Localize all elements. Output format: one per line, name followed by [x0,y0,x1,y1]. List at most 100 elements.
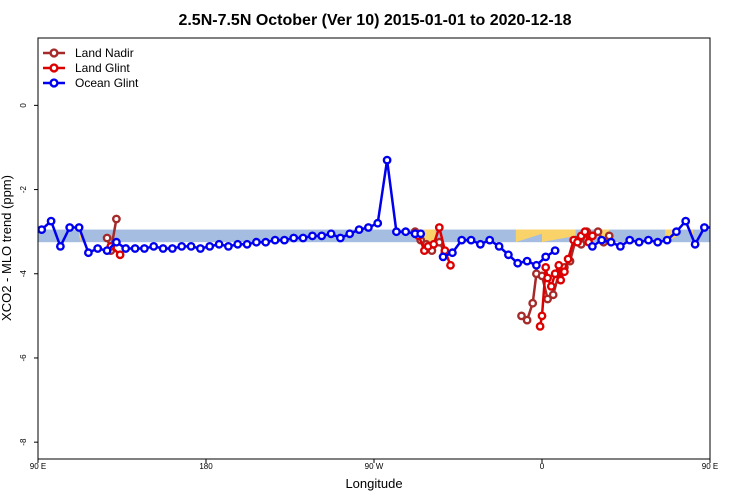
data-point [270,235,280,245]
data-point [121,244,131,253]
data-point [588,231,597,241]
data-point [485,235,495,245]
data-point [373,218,383,228]
data-point [177,241,187,251]
data-point [429,239,439,249]
data-point [494,241,504,251]
data-point [139,244,149,253]
data-point [580,227,590,237]
data-point [593,227,603,237]
data-point [363,223,373,232]
data-point [535,321,545,331]
data-point [548,290,558,300]
data-point [563,254,573,264]
data-point [537,311,547,321]
data-point [644,235,653,245]
data-point [205,241,215,251]
data-point [634,237,644,247]
data-point [102,233,112,243]
data-point [503,250,513,260]
data-point [416,229,426,239]
data-point [541,252,551,262]
series-ocean-glint [38,155,710,270]
y-tick-label: -2 [19,185,28,193]
data-point [223,241,233,251]
data-point [115,250,125,260]
series-layer [38,155,710,331]
data-point [466,235,476,245]
data-point [616,241,625,251]
y-axis: 0 -2 -4 -6 -8 [19,103,38,446]
data-point [475,239,485,249]
data-point [65,223,75,232]
data-point [543,273,552,283]
data-point [298,233,308,243]
data-point [513,258,523,268]
data-point [606,237,616,247]
data-point [354,225,364,235]
x-tick-label: 90 E [30,462,46,471]
series-land-glint [106,222,597,331]
data-point [532,260,541,270]
data-point [93,244,103,253]
land-band [542,229,576,243]
land-band [515,229,542,243]
data-point [625,235,635,245]
data-point [251,237,261,247]
data-point [573,237,582,247]
x-tick-label: 180 [199,462,213,471]
data-point [556,275,566,285]
data-point [335,233,345,243]
data-point [560,267,569,277]
data-point [401,227,411,237]
data-point [447,248,457,258]
data-point [38,225,47,234]
data-point [517,311,526,321]
data-point [289,233,299,243]
data-point [588,241,597,251]
data-point [158,244,168,253]
data-point [112,237,121,247]
data-point [130,244,140,253]
data-point [84,248,93,258]
data-point [167,244,177,253]
legend-swatch-marker [49,63,59,73]
data-point [186,241,196,251]
y-tick-label: -4 [19,270,28,278]
data-point [690,239,700,249]
data-point [554,260,564,270]
data-point [391,227,401,237]
data-point [457,235,467,245]
legend-item: Land Glint [43,61,130,75]
legend-label: Land Nadir [75,46,134,60]
legend-swatch-marker [49,48,59,58]
legend-label: Ocean Glint [75,76,139,90]
data-point [214,239,224,249]
data-point [662,235,672,245]
data-point [434,223,444,232]
land-band [424,229,436,243]
data-point [233,239,243,249]
data-point [102,246,112,256]
data-point [550,246,560,256]
data-point [74,223,84,232]
legend-label: Land Glint [75,61,130,75]
y-axis-title: XCO2 - MLO trend (ppm) [0,175,14,321]
plot-area [38,155,710,331]
data-point [528,298,538,308]
data-point [700,223,709,232]
data-point [541,262,551,272]
x-tick-label: 90 W [365,462,384,471]
data-point [522,315,532,325]
data-point [279,235,289,245]
y-tick-label: 0 [19,103,28,108]
data-point [317,231,327,241]
x-tick-label: 0 [540,462,545,471]
data-point [307,231,317,241]
y-tick-label: -6 [19,354,28,362]
data-point [546,281,556,291]
data-point [56,241,65,251]
legend-item: Ocean Glint [43,76,139,90]
